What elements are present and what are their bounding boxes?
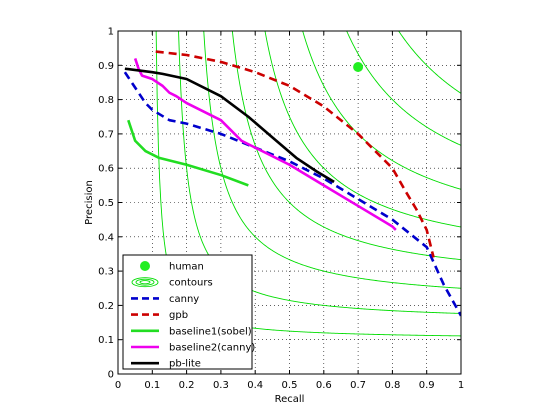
x-tick-label: 0.3 — [213, 380, 229, 391]
x-axis-label: Recall — [275, 394, 305, 405]
contour-f0.9 — [398, 31, 461, 94]
y-tick-label: 0.5 — [98, 198, 114, 209]
legend-marker-contours — [135, 278, 155, 286]
series-gpb — [155, 50, 435, 258]
x-tick-label: 1 — [458, 380, 464, 391]
y-tick-label: 0.6 — [98, 164, 114, 175]
y-tick-label: 0.1 — [98, 335, 114, 346]
y-tick-label: 0.8 — [98, 95, 114, 106]
legend-label: baseline1(sobel) — [169, 326, 252, 337]
legend-label: baseline2(canny) — [169, 343, 255, 354]
x-tick-label: 0.4 — [247, 380, 263, 391]
legend-label: pb-lite — [169, 359, 201, 370]
ticks: 0 0.1 0.2 0.3 0.4 0.5 0.6 0.7 0.8 0.9 1 0 0.1 0.2 0.3 0… — [98, 27, 464, 392]
contour-f0.4 — [203, 31, 461, 289]
series-group — [123, 50, 461, 317]
legend-label: contours — [169, 278, 213, 289]
x-tick-label: 0.2 — [179, 380, 195, 391]
y-tick-label: 0.7 — [98, 129, 114, 140]
legend-label: human — [169, 262, 204, 273]
y-tick-label: 0.4 — [98, 232, 114, 243]
y-tick-label: 0.2 — [98, 301, 114, 312]
legend-box — [122, 254, 253, 370]
x-tick-label: 0.9 — [419, 380, 435, 391]
x-tick-label: 0.5 — [282, 380, 298, 391]
human-point — [353, 62, 364, 73]
legend-marker-human — [140, 261, 150, 271]
y-tick-label: 0.3 — [98, 267, 114, 278]
legend-label: gpb — [169, 310, 188, 321]
x-tick-label: 0.6 — [316, 380, 332, 391]
x-tick-label: 0.7 — [350, 380, 366, 391]
human-marker — [353, 62, 364, 73]
y-tick-label: 1 — [108, 27, 114, 38]
legend-marker-contours — [131, 277, 159, 288]
series-baseline2-canny- — [133, 58, 397, 231]
y-tick-label: 0 — [108, 370, 114, 381]
legend: human contours canny gpb baseline1(sobel) bas… — [122, 254, 255, 370]
series-pb-lite — [124, 67, 335, 184]
contour-f0.7 — [302, 31, 461, 190]
legend-label: canny — [169, 294, 199, 305]
x-tick-label: 0.1 — [144, 380, 160, 391]
x-tick-label: 0.8 — [384, 380, 400, 391]
contour-f0.5 — [231, 31, 461, 261]
series-baseline1-sobel- — [127, 119, 249, 187]
y-tick-label: 0.9 — [98, 61, 114, 72]
y-axis-label: Precision — [84, 180, 95, 225]
x-tick-label: 0 — [115, 380, 121, 391]
contour-f0.8 — [346, 31, 461, 146]
legend-marker-contours — [139, 280, 151, 285]
